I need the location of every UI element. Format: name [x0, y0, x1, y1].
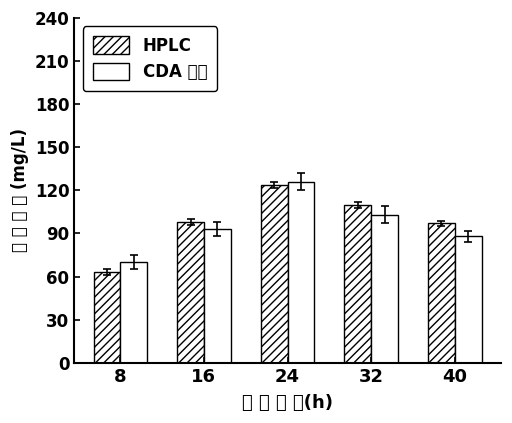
Bar	[204, 229, 231, 363]
Bar	[371, 215, 398, 363]
X-axis label: 发 酵 时 间(h): 发 酵 时 间(h)	[242, 394, 333, 412]
Bar	[177, 222, 204, 363]
Bar	[345, 205, 371, 363]
Bar	[94, 272, 120, 363]
Bar	[455, 236, 482, 363]
Bar	[288, 182, 314, 363]
Bar	[261, 185, 288, 363]
Bar	[428, 223, 455, 363]
Y-axis label: 胞 苷 浓 度 (mg/L): 胞 苷 浓 度 (mg/L)	[11, 129, 29, 253]
Bar	[120, 262, 147, 363]
Legend: HPLC, CDA 检测: HPLC, CDA 检测	[82, 27, 217, 91]
